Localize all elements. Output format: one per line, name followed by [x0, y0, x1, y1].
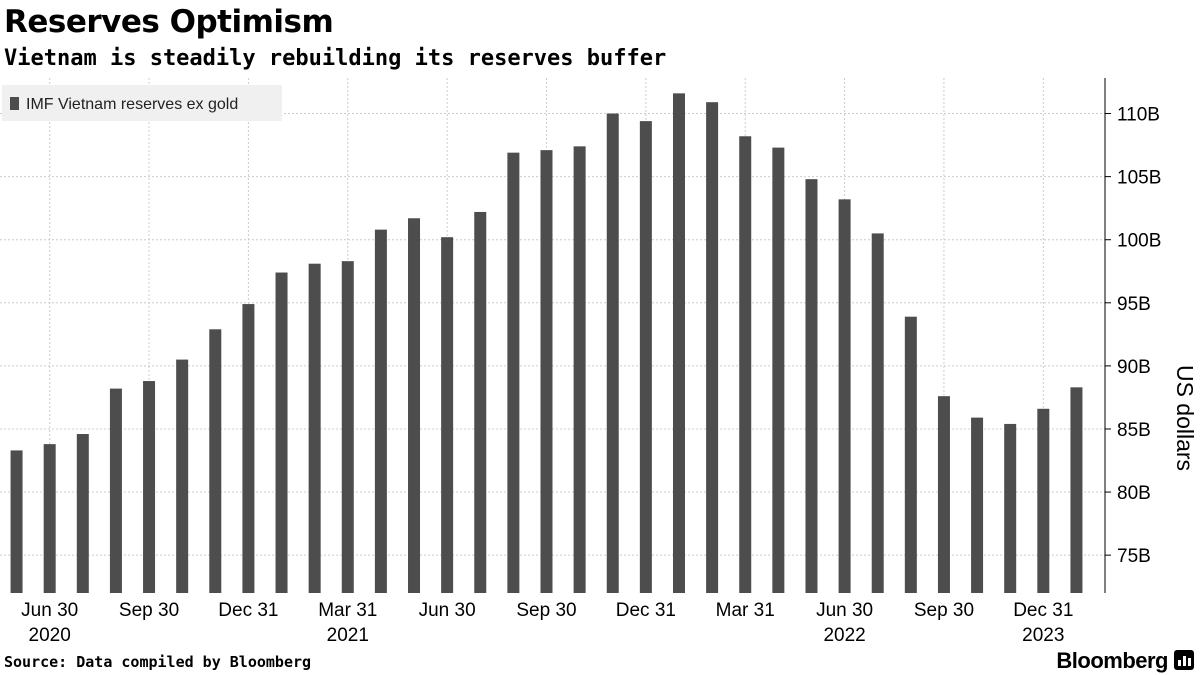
x-year-label: 2021 — [327, 625, 369, 646]
bloomberg-logo: Bloomberg — [1056, 648, 1168, 673]
y-tick-label: 75B — [1117, 546, 1151, 567]
bar — [871, 233, 884, 593]
bar — [341, 261, 354, 593]
bar — [474, 211, 487, 594]
y-tick-label: 85B — [1117, 420, 1151, 441]
x-year-label: 2023 — [1022, 625, 1064, 646]
bar — [739, 136, 752, 593]
bar — [1037, 408, 1050, 593]
bar — [672, 93, 685, 593]
bar — [606, 113, 619, 593]
bar — [904, 316, 917, 593]
bar — [772, 147, 785, 594]
x-year-label: 2020 — [29, 625, 71, 646]
bar — [573, 146, 586, 593]
y-tick-label: 105B — [1117, 168, 1161, 189]
x-tick-label: Dec 31 — [218, 600, 278, 621]
bar — [441, 237, 454, 593]
chart-subtitle: Vietnam is steadily rebuilding its reser… — [4, 46, 667, 71]
bar — [43, 444, 56, 593]
y-tick-label: 80B — [1117, 483, 1151, 504]
bar — [242, 304, 255, 593]
x-tick-label: Dec 31 — [1013, 600, 1073, 621]
bar — [1070, 387, 1083, 593]
y-tick-label: 110B — [1117, 105, 1160, 126]
bar — [408, 218, 421, 593]
x-tick-label: Dec 31 — [616, 600, 676, 621]
legend: IMF Vietnam reserves ex gold — [2, 85, 282, 121]
y-tick-label: 100B — [1117, 231, 1161, 252]
bar — [838, 199, 851, 593]
x-tick-label: Sep 30 — [516, 600, 576, 621]
bar — [109, 388, 122, 593]
y-axis-title: US dollars — [1172, 365, 1198, 471]
bar — [10, 450, 23, 593]
x-tick-label: Jun 30 — [419, 600, 476, 621]
bar-chart: 75B 80B 85B 90B 95B 100B 105B 110B Jun 30 2020 Sep… — [0, 78, 1198, 646]
bar — [374, 229, 387, 593]
legend-label: IMF Vietnam reserves ex gold — [26, 96, 238, 113]
bar — [937, 396, 950, 593]
axes: 75B 80B 85B 90B 95B 100B 105B 110B Jun 30 2020 Sep… — [21, 78, 1161, 646]
x-tick-label: Jun 30 — [21, 600, 78, 621]
bar — [308, 263, 321, 593]
chart-title: Reserves Optimism — [4, 4, 334, 40]
bar — [275, 272, 288, 593]
y-tick-label: 95B — [1117, 294, 1151, 315]
bar — [1004, 423, 1017, 593]
bar — [639, 121, 652, 593]
bar — [971, 417, 984, 593]
x-tick-label: Mar 31 — [318, 600, 377, 621]
bar — [176, 359, 189, 593]
x-tick-label: Sep 30 — [119, 600, 179, 621]
x-tick-label: Mar 31 — [716, 600, 775, 621]
x-tick-label: Jun 30 — [816, 600, 873, 621]
bloomberg-terminal-icon — [1174, 650, 1194, 670]
bars — [10, 93, 1083, 594]
bar — [209, 329, 222, 593]
source-note: Source: Data compiled by Bloomberg — [4, 653, 312, 671]
bar — [805, 179, 818, 593]
bar — [706, 102, 719, 593]
y-tick-label: 90B — [1117, 357, 1151, 378]
bar — [143, 381, 156, 593]
legend-swatch — [10, 97, 19, 110]
legend-background — [2, 85, 282, 121]
x-year-label: 2022 — [823, 625, 865, 646]
bar — [76, 434, 89, 593]
bar — [540, 150, 553, 593]
bar — [507, 152, 520, 593]
x-tick-label: Sep 30 — [914, 600, 974, 621]
